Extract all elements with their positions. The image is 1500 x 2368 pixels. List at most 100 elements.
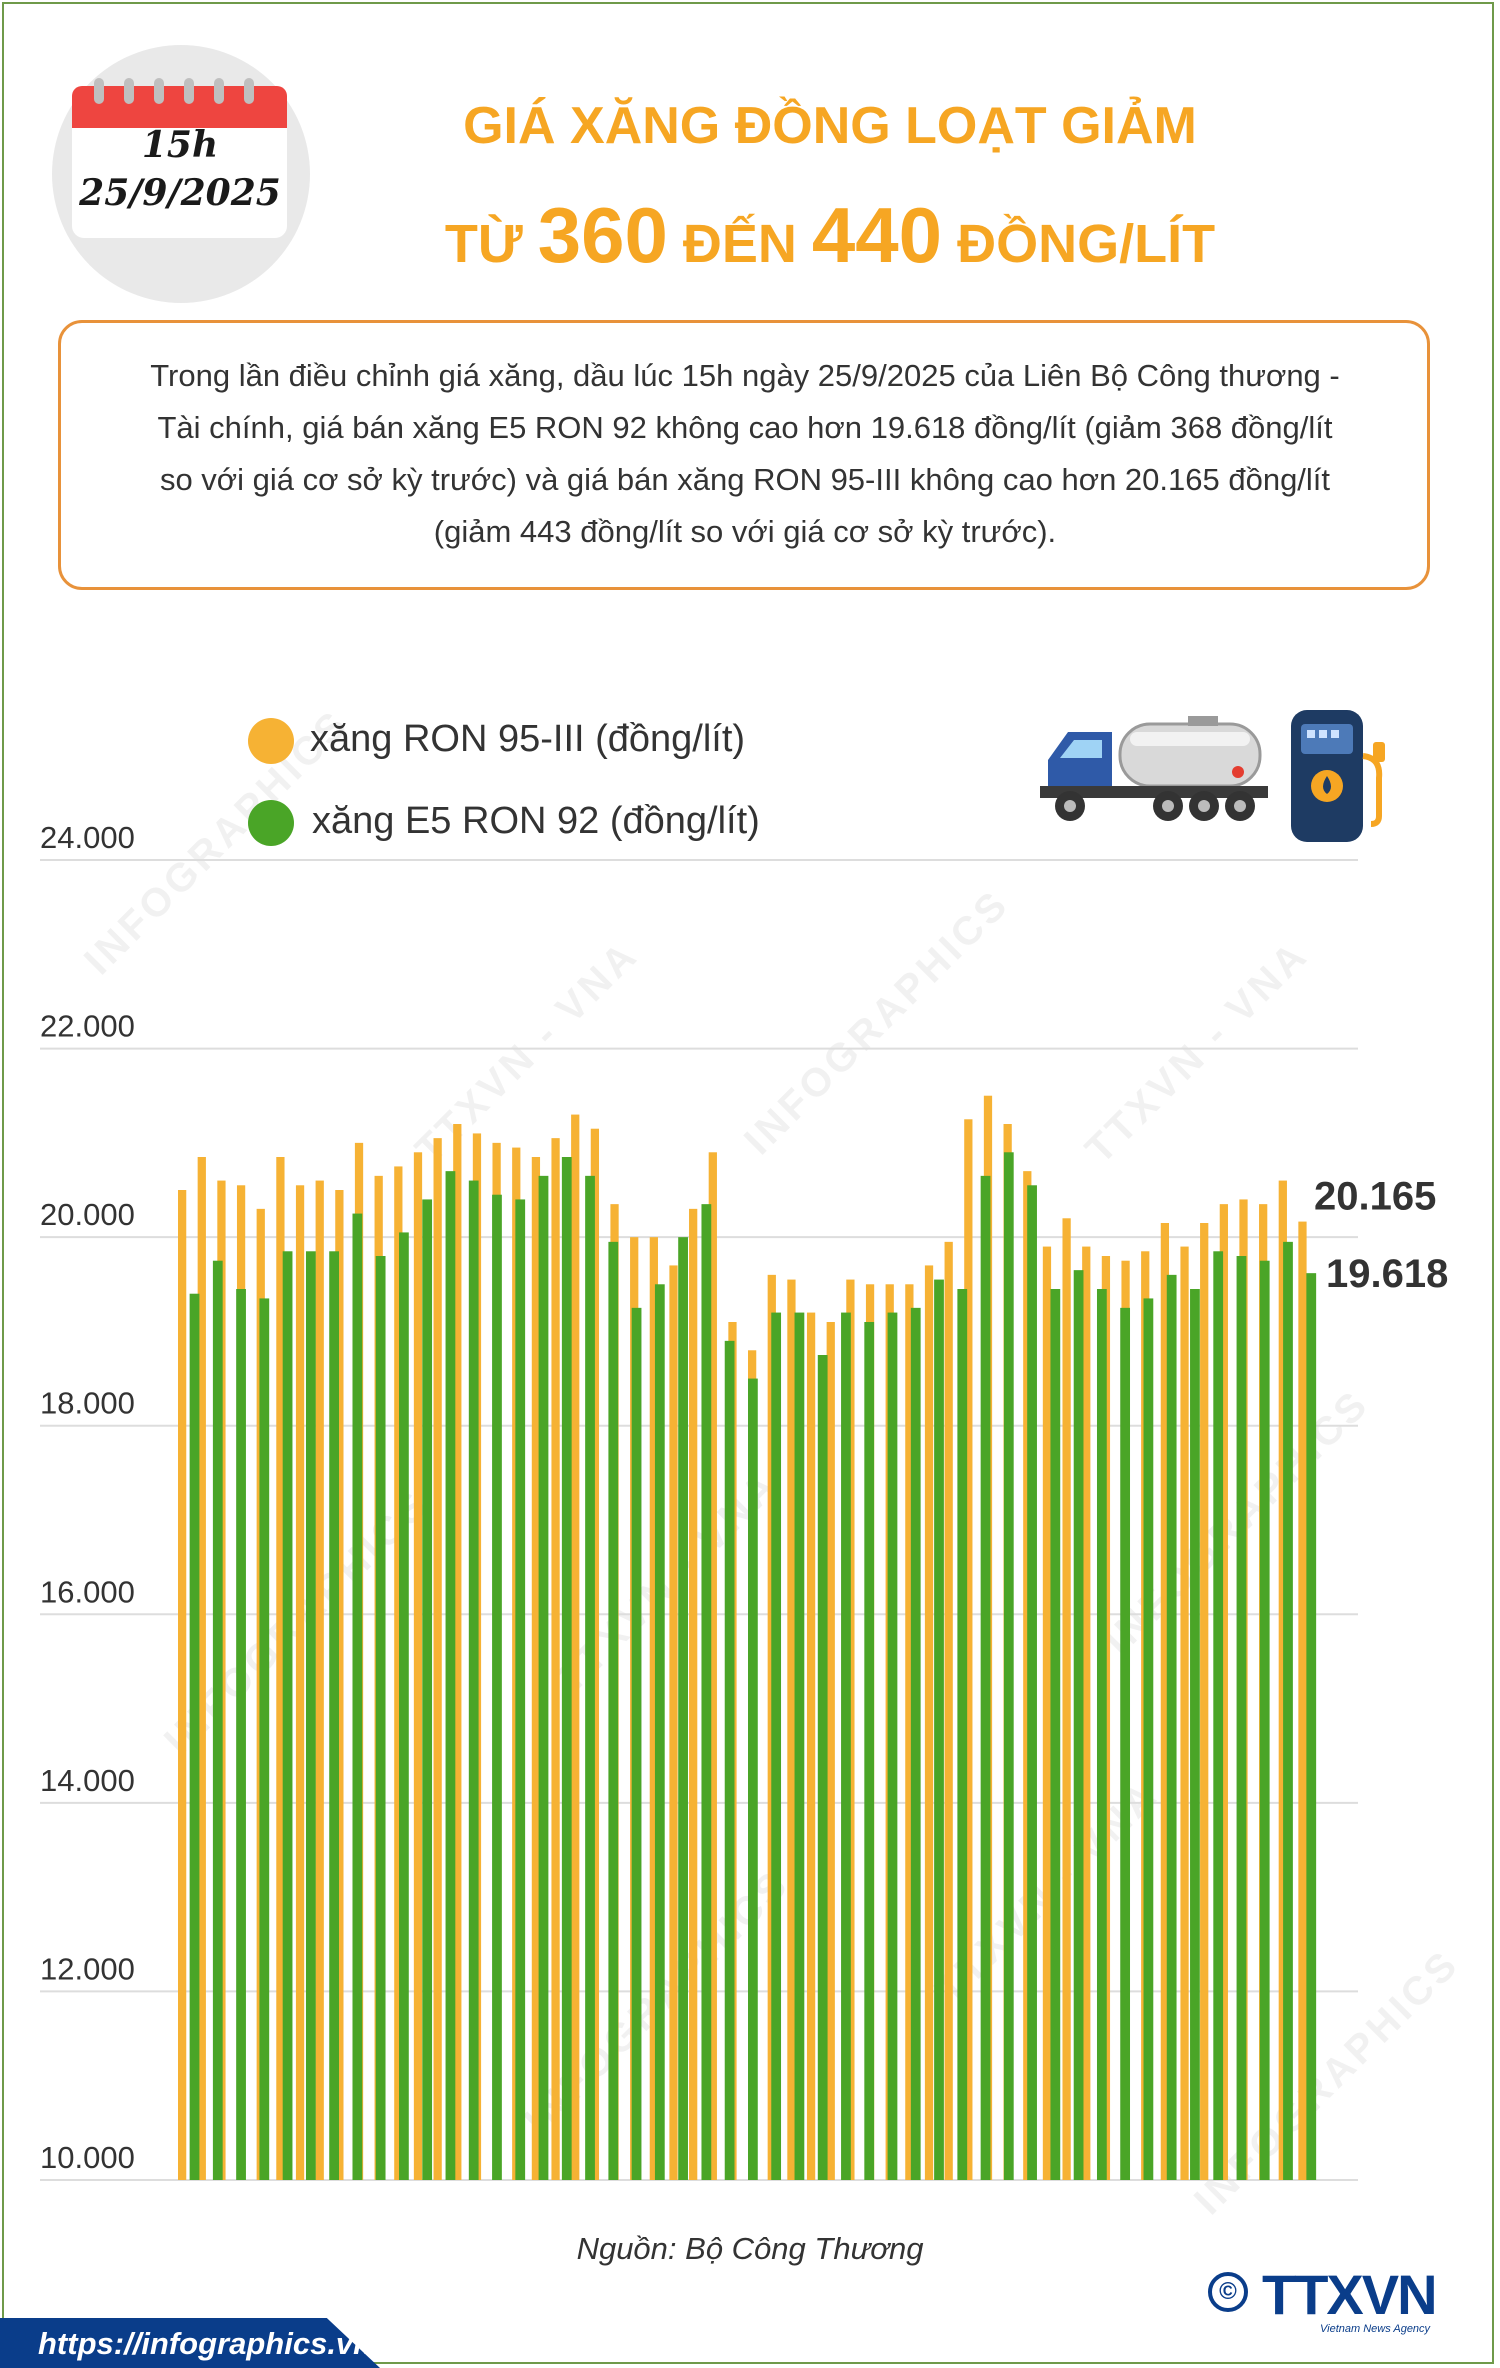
y-tick-label: 22.000 — [40, 1009, 135, 1044]
bar-e5 — [841, 1312, 851, 2180]
bar-ron95 — [1200, 1223, 1209, 2180]
bar-e5 — [236, 1289, 246, 2180]
bar-e5 — [1306, 1273, 1317, 2180]
bar-ron95 — [1219, 1204, 1228, 2180]
bar-ron95 — [708, 1152, 717, 2180]
bar-e5 — [1120, 1307, 1131, 2180]
page-title: GIÁ XĂNG ĐỒNG LOẠT GIẢM — [463, 97, 1197, 155]
bar-ron95 — [315, 1180, 324, 2180]
bar-e5 — [957, 1289, 968, 2180]
bar-e5 — [794, 1312, 805, 2180]
fuel-truck-icon — [1040, 716, 1268, 821]
bar-ron95 — [689, 1208, 698, 2180]
bar-e5 — [910, 1307, 921, 2180]
bar-ron95 — [905, 1284, 914, 2180]
bar-ron95 — [806, 1312, 816, 2180]
intro-line: Tài chính, giá bán xăng E5 RON 92 không … — [157, 410, 1333, 445]
bar-ron95 — [924, 1265, 934, 2180]
bar-ron95 — [453, 1124, 462, 2180]
y-tick-label: 20.000 — [40, 1197, 135, 1232]
url-bar — [0, 2318, 380, 2368]
bar-e5 — [259, 1298, 270, 2180]
bar-e5 — [329, 1251, 339, 2180]
bar-e5 — [678, 1237, 688, 2180]
bar-e5 — [399, 1232, 409, 2180]
y-tick-label: 18.000 — [40, 1386, 135, 1421]
ttxvn-logo-sub: Vietnam News Agency — [1320, 2323, 1431, 2335]
bar-e5 — [561, 1157, 572, 2180]
bar-e5 — [445, 1171, 456, 2180]
bar-e5 — [468, 1180, 479, 2180]
intro-text: Trong lần điều chỉnh giá xăng, dầu lúc 1… — [70, 350, 1420, 558]
title-number-min: 360 — [537, 191, 668, 279]
source-text: Nguồn: Bộ Công Thương — [576, 2231, 924, 2266]
bar-ron95 — [1298, 1221, 1307, 2180]
ttxvn-logo: TTXVN — [1262, 2263, 1438, 2326]
bar-e5 — [189, 1293, 200, 2180]
bar-e5 — [282, 1251, 293, 2180]
bar-e5 — [1259, 1260, 1270, 2180]
y-tick-label: 12.000 — [40, 1951, 135, 1986]
bar-ron95 — [826, 1322, 835, 2180]
bar-e5 — [1027, 1185, 1037, 2180]
bar-ron95 — [1160, 1223, 1170, 2180]
bar-ron95 — [1042, 1246, 1052, 2180]
bar-e5 — [515, 1199, 526, 2180]
legend-label-e5: xăng E5 RON 92 (đồng/lít) — [312, 800, 760, 842]
bar-ron95 — [335, 1190, 344, 2180]
bar-e5 — [1096, 1289, 1107, 2180]
bar-ron95 — [433, 1138, 442, 2180]
page-subtitle: TỪ 360 ĐẾN 440 ĐỒNG/LÍT — [330, 190, 1330, 281]
intro-line: so với giá cơ sở kỳ trước) và giá bán xă… — [159, 462, 1331, 497]
bar-e5 — [1166, 1274, 1177, 2180]
bar-e5 — [817, 1355, 828, 2180]
bar-e5 — [1213, 1251, 1224, 2180]
legend-swatch-e5 — [248, 800, 294, 846]
bar-ron95 — [295, 1185, 305, 2180]
bar-e5 — [212, 1260, 223, 2180]
bar-ron95 — [944, 1241, 953, 2180]
bar-e5 — [305, 1251, 316, 2180]
bar-ron95 — [413, 1152, 423, 2180]
bar-e5 — [585, 1175, 595, 2180]
y-tick-label: 10.000 — [40, 2140, 135, 2175]
data-label-ron95: 20.165 — [1314, 1175, 1436, 1219]
bar-e5 — [748, 1378, 758, 2180]
title-suffix: ĐỒNG/LÍT — [957, 214, 1216, 274]
bar-e5 — [887, 1312, 898, 2180]
bar-ron95 — [394, 1166, 403, 2180]
bar-e5 — [864, 1322, 875, 2180]
website-link[interactable]: https://infographics.vn — [38, 2326, 373, 2361]
bar-e5 — [701, 1204, 712, 2180]
bar-ron95 — [551, 1138, 560, 2180]
bar-ron95 — [787, 1279, 796, 2180]
intro-box — [58, 320, 1430, 590]
title-number-max: 440 — [811, 191, 943, 279]
bar-e5 — [980, 1175, 991, 2180]
date-day: 25/9/2025 — [79, 172, 281, 214]
bar-ron95 — [1278, 1180, 1287, 2180]
date-time: 15h — [141, 124, 219, 166]
bar-ron95 — [531, 1157, 541, 2180]
y-tick-label: 14.000 — [40, 1763, 135, 1798]
copyright-icon: © — [1208, 2272, 1248, 2312]
calendar-icon — [72, 78, 287, 238]
bar-e5 — [1050, 1289, 1061, 2180]
bar-ron95 — [1082, 1246, 1091, 2180]
bar-e5 — [631, 1307, 642, 2180]
legend-label-ron95: xăng RON 95-III (đồng/lít) — [310, 718, 746, 760]
bar-e5 — [422, 1199, 433, 2180]
bar-ron95 — [178, 1190, 187, 2180]
bar-ron95 — [571, 1114, 580, 2180]
fuel-pump-icon — [1291, 710, 1385, 842]
y-tick-label: 16.000 — [40, 1574, 135, 1609]
intro-line: Trong lần điều chỉnh giá xăng, dầu lúc 1… — [150, 358, 1340, 393]
y-tick-label: 24.000 — [40, 820, 135, 855]
bar-e5 — [492, 1194, 502, 2180]
bar-e5 — [771, 1312, 782, 2180]
bar-e5 — [1283, 1241, 1293, 2180]
bar-e5 — [724, 1340, 735, 2180]
bar-e5 — [1236, 1256, 1247, 2180]
